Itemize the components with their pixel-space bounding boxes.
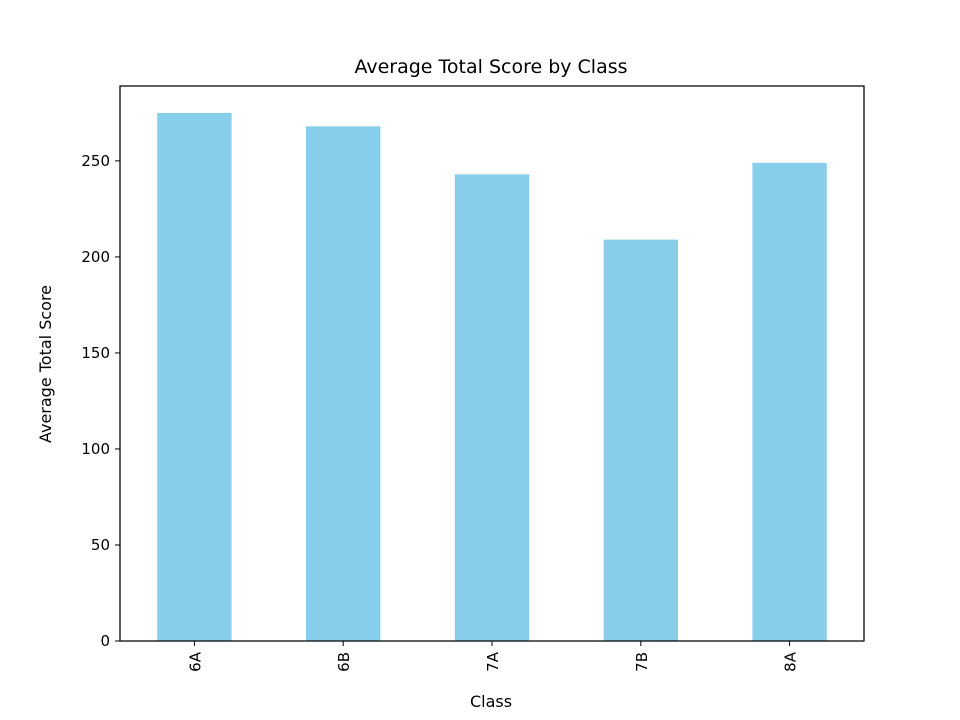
- x-axis-ticks: 6A 6B 7A 7B 8A: [186, 641, 800, 672]
- x-axis-label: Class: [470, 692, 512, 711]
- y-tick-label: 150: [81, 344, 110, 362]
- bar-group: [157, 112, 827, 642]
- x-tick-label: 7A: [484, 651, 502, 672]
- y-tick-label: 100: [81, 440, 110, 458]
- x-tick-label: 7B: [633, 652, 651, 672]
- bar-7a: [454, 174, 530, 641]
- bar-8a: [752, 162, 827, 642]
- y-tick-label: 200: [81, 248, 110, 266]
- bar-6a: [157, 112, 232, 642]
- y-axis-label: Average Total Score: [36, 285, 55, 443]
- x-tick-label: 6A: [186, 651, 204, 672]
- y-tick-label: 50: [91, 536, 110, 554]
- y-tick-label: 0: [100, 632, 110, 650]
- x-tick-label: 6B: [335, 652, 353, 672]
- bar-7b: [603, 239, 678, 641]
- x-tick-label: 8A: [782, 651, 800, 672]
- bar-6b: [306, 126, 381, 641]
- plot-frame: [119, 85, 865, 642]
- chart-title: Average Total Score by Class: [354, 56, 627, 78]
- y-axis-ticks: 0 50 100 150 200 250: [81, 152, 120, 650]
- y-tick-label: 250: [81, 152, 110, 170]
